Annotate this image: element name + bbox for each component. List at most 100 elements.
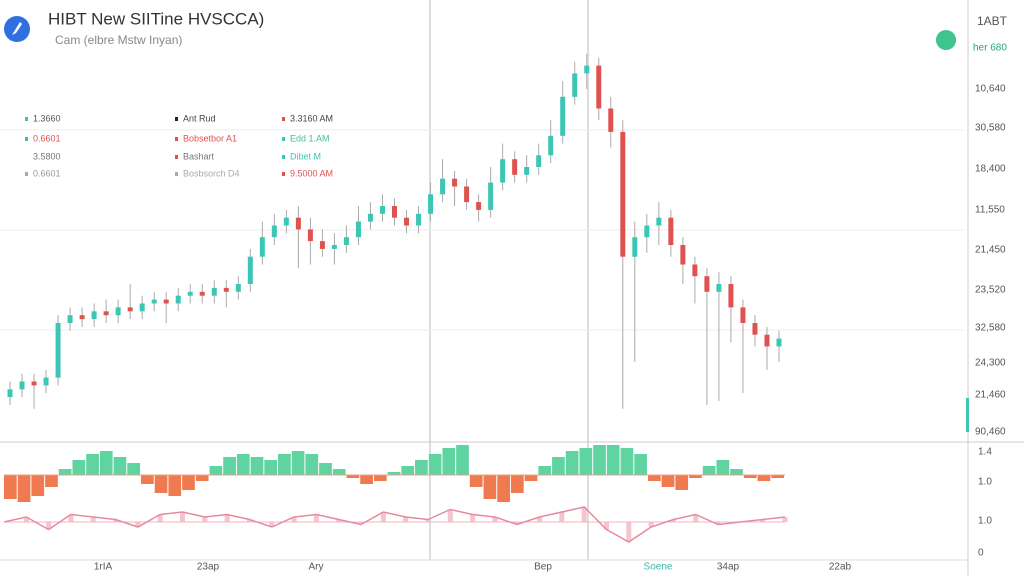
- candle-body: [584, 65, 590, 74]
- price-label: 24,300: [975, 358, 1006, 369]
- candle-body: [127, 307, 133, 312]
- legend-marker: [282, 137, 285, 141]
- candle-body: [548, 135, 554, 156]
- candle-body: [464, 186, 470, 203]
- candle-body: [668, 217, 674, 245]
- candle-body: [259, 237, 265, 257]
- histogram-bar: [565, 451, 579, 475]
- legend: 1.3660 Ant Rud 3.3160 AM 0.6601 Bobsetbor A1…: [25, 113, 333, 178]
- candle-body: [151, 299, 157, 304]
- histogram-bar: [346, 475, 360, 478]
- histogram-bar: [702, 466, 716, 475]
- candle-body: [656, 217, 662, 226]
- histogram-bar: [17, 475, 31, 502]
- histogram-bar: [291, 451, 305, 475]
- legend-marker: [282, 172, 285, 176]
- x-label: Ary: [309, 562, 324, 573]
- x-label: 22ab: [829, 562, 852, 573]
- legend-marker: [282, 155, 285, 159]
- histogram-bar: [716, 460, 730, 475]
- histogram-bar: [250, 457, 264, 475]
- histogram-bar: [456, 445, 469, 475]
- histogram-bar: [264, 460, 278, 475]
- candle-body: [704, 276, 710, 292]
- corner-label: 1ABT: [977, 14, 1008, 28]
- candle-body: [319, 241, 325, 249]
- histogram-bar: [387, 472, 401, 475]
- logo-glyph: [12, 22, 22, 35]
- candle-body: [716, 284, 722, 292]
- candle-body: [620, 131, 626, 257]
- histogram-bar: [45, 475, 58, 487]
- candle-body: [536, 155, 542, 167]
- oscillator-line: [3, 506, 786, 543]
- candle-body: [440, 178, 446, 195]
- candle-body: [416, 213, 422, 226]
- candle-body: [524, 167, 530, 175]
- candle-body: [680, 245, 686, 265]
- candle-body: [247, 256, 253, 284]
- candle-body: [476, 202, 482, 210]
- candle-body: [235, 284, 241, 292]
- candle-body: [31, 381, 37, 386]
- candle-body: [692, 264, 698, 277]
- candle-body: [392, 206, 397, 218]
- histogram-bar: [401, 466, 415, 475]
- histogram-bar: [606, 445, 620, 475]
- badge[interactable]: her 680: [973, 43, 1007, 54]
- price-label: 21,450: [975, 245, 1006, 256]
- histogram-bar: [86, 454, 99, 475]
- indicator-label: 0: [978, 548, 984, 559]
- candle-body: [644, 225, 650, 238]
- candle-body: [379, 206, 385, 214]
- histogram-bar: [332, 469, 346, 475]
- candle-body: [19, 381, 25, 390]
- histogram-bar: [319, 463, 332, 475]
- legend-marker: [25, 137, 28, 141]
- legend-marker: [25, 172, 28, 176]
- price-label: 18,400: [975, 164, 1006, 175]
- candle-body: [560, 96, 566, 136]
- price-label: 21,460: [975, 390, 1006, 401]
- legend-text: Bosbsorch D4: [183, 168, 240, 178]
- histogram-bar: [524, 475, 538, 481]
- histogram-bar: [305, 454, 319, 475]
- histogram-bar: [195, 475, 209, 481]
- candle-body: [163, 299, 169, 304]
- histogram-bar: [99, 451, 113, 475]
- candle-body: [608, 108, 614, 132]
- legend-text: Ant Rud: [183, 113, 216, 123]
- candle-body: [295, 217, 301, 230]
- candle-body: [103, 311, 109, 316]
- histogram-bar: [31, 475, 45, 496]
- legend-text: Dibet M: [290, 151, 321, 161]
- legend-text: 9.5000 AM: [290, 168, 333, 178]
- candle-body: [7, 389, 13, 398]
- badge-icon[interactable]: [936, 30, 956, 50]
- legend-text: Edd 1.AM: [290, 133, 330, 143]
- histogram-bar: [141, 475, 154, 484]
- legend-marker: [282, 117, 285, 121]
- candle-body: [355, 221, 361, 238]
- histogram-bar: [442, 448, 456, 475]
- histogram-bar: [182, 475, 195, 490]
- candle-body: [632, 237, 638, 257]
- x-label: Bep: [534, 562, 552, 573]
- candle-body: [331, 245, 337, 249]
- legend-marker: [175, 172, 178, 176]
- price-label: 32,580: [975, 323, 1006, 334]
- histogram-bar: [510, 475, 524, 493]
- x-label: 34ap: [717, 562, 740, 573]
- candle-body: [428, 194, 434, 214]
- legend-marker: [175, 137, 178, 141]
- legend-text: 0.6601: [33, 133, 61, 143]
- candle-body: [500, 159, 506, 183]
- price-label: 10,640: [975, 84, 1006, 95]
- legend-text: 1.3660: [33, 113, 61, 123]
- candle-body: [271, 225, 277, 238]
- candle-body: [67, 315, 73, 323]
- legend-text: Bobsetbor A1: [183, 133, 237, 143]
- histogram-bar: [58, 469, 72, 475]
- candle-body: [367, 213, 373, 222]
